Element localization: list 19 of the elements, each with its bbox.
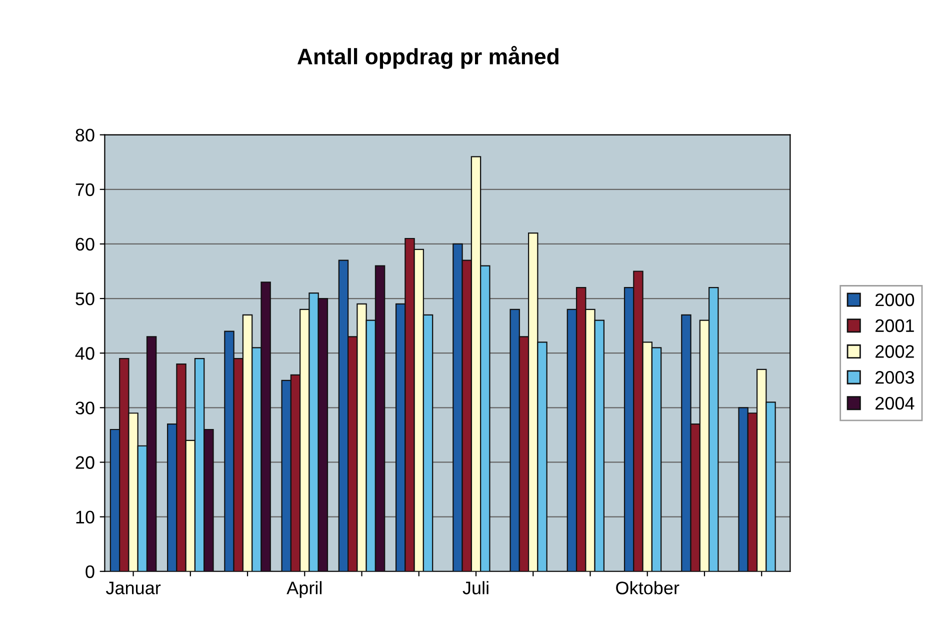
y-tick-label: 10 <box>76 510 94 524</box>
y-tick-label: 20 <box>76 456 94 469</box>
legend-label: 2004 <box>876 396 914 410</box>
x-tick-label: April <box>286 581 322 598</box>
x-tick-label: Januar <box>106 582 161 594</box>
x-tick-label: Oktober <box>616 581 680 594</box>
legend-label: 2001 <box>876 319 914 332</box>
y-tick-label: 80 <box>76 128 94 142</box>
y-tick-label: 70 <box>76 183 94 196</box>
legend-label: 2002 <box>876 345 914 358</box>
legend-label: 2003 <box>876 371 914 384</box>
y-tick-label: 40 <box>75 347 94 360</box>
x-tick-label: Juli <box>462 581 488 594</box>
y-tick-label: 30 <box>76 402 94 414</box>
y-tick-label: 50 <box>76 292 94 306</box>
legend-label: 2000 <box>876 293 914 306</box>
y-tick-label: 0 <box>86 565 94 578</box>
chart-title: Antall oppdrag pr måned <box>297 46 558 69</box>
y-tick-label: 60 <box>76 238 94 251</box>
